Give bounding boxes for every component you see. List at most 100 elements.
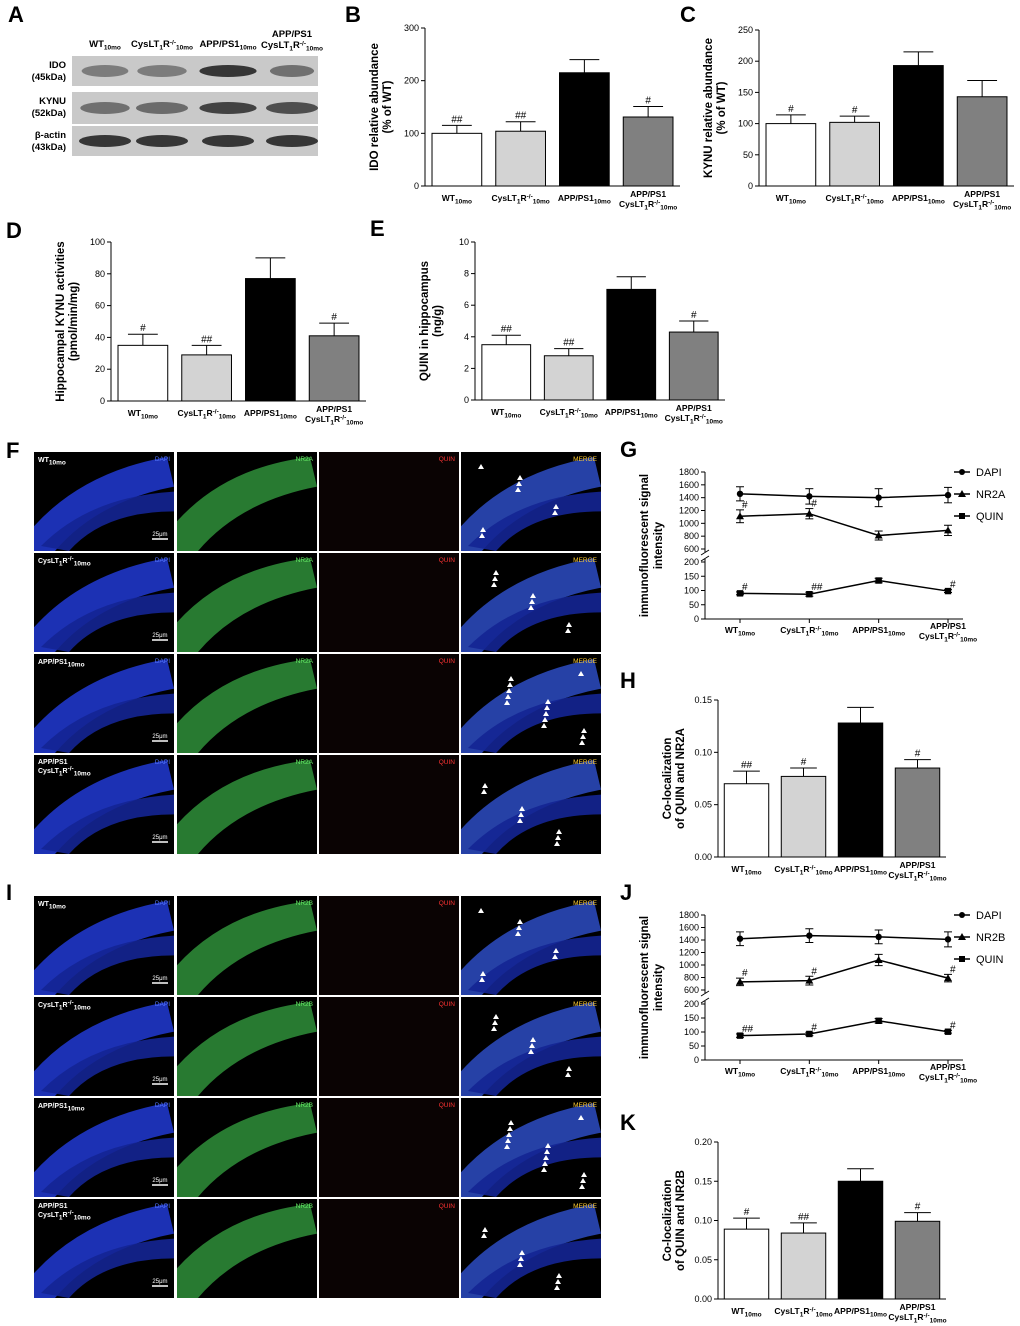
bar — [780, 775, 827, 858]
blot-band — [199, 65, 257, 77]
bar — [431, 132, 483, 187]
x-category-label: WT10mo — [128, 408, 158, 421]
significance-mark: ## — [515, 111, 527, 122]
x-category-label: APP/PS110mo — [834, 864, 887, 877]
data-point — [874, 531, 883, 539]
data-point — [736, 1032, 744, 1039]
y-tick-label: 40 — [95, 332, 105, 342]
arrowhead-marker — [579, 1184, 585, 1189]
data-point — [875, 577, 882, 584]
x-category-label: APP/PS1 — [900, 1302, 936, 1312]
blot-band — [79, 135, 131, 147]
x-category-label: APP/PS110mo — [892, 193, 945, 206]
bar — [723, 783, 770, 858]
channel-label: QUIN — [439, 658, 456, 665]
significance-mark: # — [742, 582, 748, 593]
arrowhead-marker — [492, 1020, 498, 1025]
tissue-region — [177, 557, 317, 652]
y-tick-label: 100 — [90, 237, 105, 247]
x-category-label: CysLT1R-/-10mo — [540, 407, 598, 420]
blot-row-size: (45kDa) — [32, 72, 66, 83]
x-category-label-line2: CysLT1R-/-10mo — [953, 199, 1011, 212]
channel-label: NR2B — [296, 1102, 313, 1109]
bar — [893, 65, 944, 187]
arrowhead-marker — [491, 582, 497, 587]
arrowhead-marker — [505, 694, 511, 699]
y-tick-label: 1800 — [679, 467, 699, 477]
channel-label: DAPI — [155, 900, 170, 907]
y-tick-label: 80 — [95, 269, 105, 279]
row-group-label: WT10mo — [38, 457, 66, 467]
scale-bar-label: 25μm — [152, 633, 167, 639]
data-point — [875, 494, 882, 501]
bar-chart-d: 0 20 40 60 80 100 Hippocampal KYNU activities(… — [55, 237, 366, 427]
y-tick-label: 0.15 — [694, 1176, 712, 1186]
legend-label: DAPI — [976, 467, 1002, 479]
x-category-label-line2: CysLT1R-/-10mo — [619, 199, 677, 212]
panel-letter-h: H — [620, 668, 636, 693]
y-tick-label: 0 — [100, 396, 105, 406]
bar — [894, 1220, 941, 1300]
panel-letter-i: I — [6, 880, 12, 905]
significance-mark: # — [742, 968, 748, 979]
y-tick-label: 1600 — [679, 480, 699, 490]
series-line-nr2a — [739, 512, 949, 537]
panel-letter-g: G — [620, 437, 637, 462]
tissue-region — [177, 658, 317, 753]
y-tick-label: 0.10 — [694, 747, 712, 757]
significance-mark: # — [645, 95, 651, 106]
bar — [956, 96, 1008, 187]
panel-letter-c: C — [680, 2, 696, 27]
tissue-region — [468, 935, 601, 995]
x-category-label: APP/PS1 — [930, 621, 966, 631]
arrowhead-marker — [504, 700, 510, 705]
y-tick-label: 2 — [464, 363, 469, 373]
significance-mark: ## — [563, 338, 575, 349]
blot-band — [266, 102, 318, 114]
arrowhead-marker — [507, 682, 513, 687]
bar-chart-e: 0 2 4 6 8 10 QUIN in hippocampus(ng/g) ## WT10mo… — [419, 237, 725, 426]
x-category-label: APP/PS1 — [316, 404, 352, 414]
bar — [668, 331, 719, 401]
y-tick-label: 0.05 — [694, 800, 712, 810]
tissue-region — [468, 1238, 601, 1298]
blot-column-label-line2: CysLT1R-/-10mo — [261, 40, 323, 53]
bar — [559, 72, 610, 187]
tissue-region — [177, 1203, 317, 1298]
arrowhead-marker — [541, 723, 547, 728]
panel-letter-a: A — [8, 2, 24, 27]
significance-mark: # — [852, 105, 858, 116]
micrograph-tile — [319, 896, 459, 995]
arrowhead-marker — [491, 1026, 497, 1031]
scale-bar-label: 25μm — [152, 835, 167, 841]
scale-bar-label: 25μm — [152, 976, 167, 982]
x-category-label: APP/PS1 — [900, 860, 936, 870]
scale-bar-label: 25μm — [152, 1178, 167, 1184]
legend-marker — [959, 956, 965, 962]
significance-mark: # — [811, 1022, 817, 1033]
data-point — [874, 956, 883, 963]
x-category-label: WT10mo — [776, 193, 806, 206]
blot-band — [269, 65, 315, 77]
y-tick-label: 100 — [684, 586, 699, 596]
data-point — [805, 509, 814, 517]
blot-row-size: (52kDa) — [32, 108, 66, 119]
panel-letter-j: J — [620, 880, 632, 905]
arrowhead-marker — [541, 1167, 547, 1172]
bar — [495, 130, 546, 187]
channel-label: QUIN — [439, 557, 456, 564]
bar — [894, 767, 941, 858]
y-tick-label: 1000 — [679, 960, 699, 970]
series-line-nr2b — [739, 959, 949, 983]
arrowhead-marker — [530, 1037, 536, 1042]
micrograph-tile — [319, 452, 459, 551]
data-point — [736, 977, 744, 985]
tissue-region — [177, 759, 317, 854]
micrograph-tile — [319, 997, 459, 1096]
arrowhead-marker — [506, 1132, 512, 1137]
y-tick-label: 0.00 — [694, 1294, 712, 1304]
y-tick-label: 0 — [694, 1055, 699, 1065]
data-point — [944, 974, 952, 982]
tissue-region — [41, 491, 174, 551]
arrowhead-marker — [530, 593, 536, 598]
